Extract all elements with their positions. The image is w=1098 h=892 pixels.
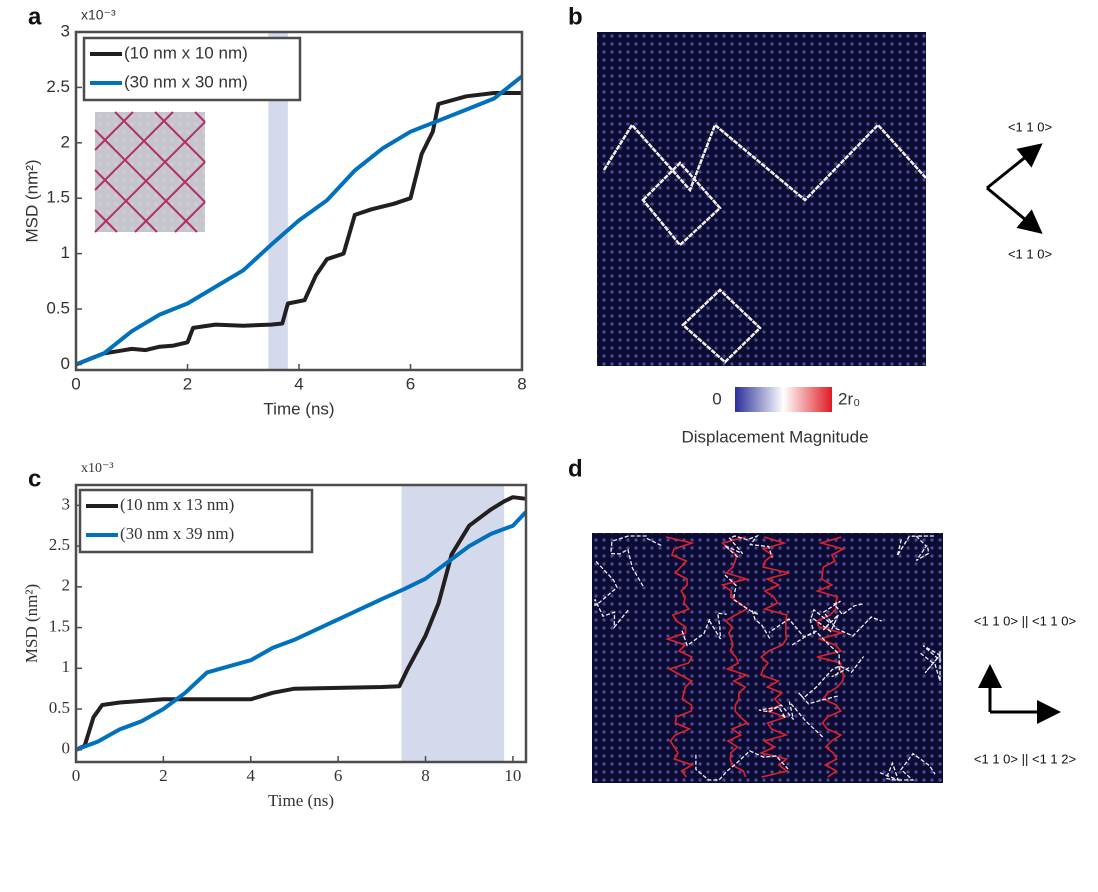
y-exponent: x10⁻³	[81, 7, 116, 23]
legend-box	[78, 488, 314, 554]
panel-label: c	[28, 465, 41, 492]
legend-label: (30 nm x 39 nm)	[120, 524, 234, 543]
y-tick-label: 2	[62, 576, 71, 595]
colorbar	[735, 387, 832, 412]
x-axis-label: Time (ns)	[263, 399, 334, 418]
y-tick-label: 3	[62, 494, 71, 513]
direction-label: <1 1 0> || <1 1 2>	[974, 751, 1076, 766]
panel-label: b	[568, 3, 583, 30]
x-tick-label: 8	[517, 374, 526, 393]
y-tick-label: 3	[61, 21, 70, 40]
x-tick-label: 0	[71, 374, 80, 393]
x-tick-label: 0	[72, 766, 81, 785]
x-tick-label: 8	[421, 766, 430, 785]
y-tick-label: 1.5	[46, 188, 70, 207]
legend-box	[82, 36, 302, 102]
shaded-region	[268, 32, 288, 370]
x-tick-label: 6	[334, 766, 343, 785]
y-tick-label: 0.5	[49, 698, 70, 717]
inset-image	[94, 111, 206, 233]
y-tick-label: 2.5	[46, 77, 70, 96]
panel-label: a	[28, 3, 42, 30]
x-tick-label: 4	[247, 766, 256, 785]
y-tick-label: 1.5	[49, 616, 70, 635]
data-line	[75, 91, 522, 367]
y-tick-label: 1	[62, 657, 71, 676]
legend-label: (30 nm x 30 nm)	[124, 72, 248, 91]
direction-arrow	[986, 143, 1043, 190]
y-tick-label: 0.5	[46, 299, 70, 318]
y-tick-label: 0	[62, 739, 71, 758]
data-line	[75, 495, 527, 752]
direction-label: <1 1 0>	[1008, 119, 1052, 134]
direction-arrow	[986, 186, 1043, 234]
y-tick-label: 2	[61, 132, 70, 151]
y-exponent: x10⁻³	[81, 461, 114, 476]
y-tick-label: 0	[61, 354, 70, 373]
colorbar-title: Displacement Magnitude	[681, 427, 868, 446]
line-chart: 0 2 4 6 8 10 0 0.5 1 1.5 2 2.5 3 Time (ns) MSD (nm²) x1…	[22, 461, 528, 810]
colorbar-max: 2r₀	[838, 389, 860, 408]
x-tick-label: 6	[406, 374, 415, 393]
x-tick-label: 4	[294, 374, 303, 393]
x-tick-label: 10	[504, 766, 521, 785]
y-axis-label: MSD (nm²)	[22, 159, 41, 242]
data-line	[75, 510, 528, 752]
snapshot-d: <1 1 0> || <1 1 0> <1 1 0> || <1 1 2>	[592, 533, 1076, 783]
panel-label: d	[568, 455, 583, 482]
shaded-region	[401, 485, 505, 762]
direction-label: <1 1 0>	[1008, 246, 1052, 261]
y-tick-label: 1	[61, 243, 70, 262]
x-axis-label: Time (ns)	[268, 791, 334, 810]
axes-frame	[74, 483, 528, 764]
y-tick-label: 2.5	[49, 535, 70, 554]
x-tick-label: 2	[183, 374, 192, 393]
legend-label: (10 nm x 10 nm)	[124, 43, 248, 62]
line-chart: 0 2 4 6 8 0 0.5 1 1.5 2 2.5 3 Time (ns) MSD (nm²) x10⁻…	[22, 7, 526, 419]
legend-label: (10 nm x 13 nm)	[120, 495, 234, 514]
data-line	[75, 74, 524, 367]
y-axis-label: MSD (nm²)	[22, 584, 41, 663]
x-tick-label: 2	[159, 766, 168, 785]
snapshot-b: 0 2r₀ Displacement Magnitude <1 1 0> <1 …	[597, 32, 1052, 446]
colorbar-min: 0	[712, 389, 721, 408]
direction-label: <1 1 0> || <1 1 0>	[974, 613, 1076, 628]
